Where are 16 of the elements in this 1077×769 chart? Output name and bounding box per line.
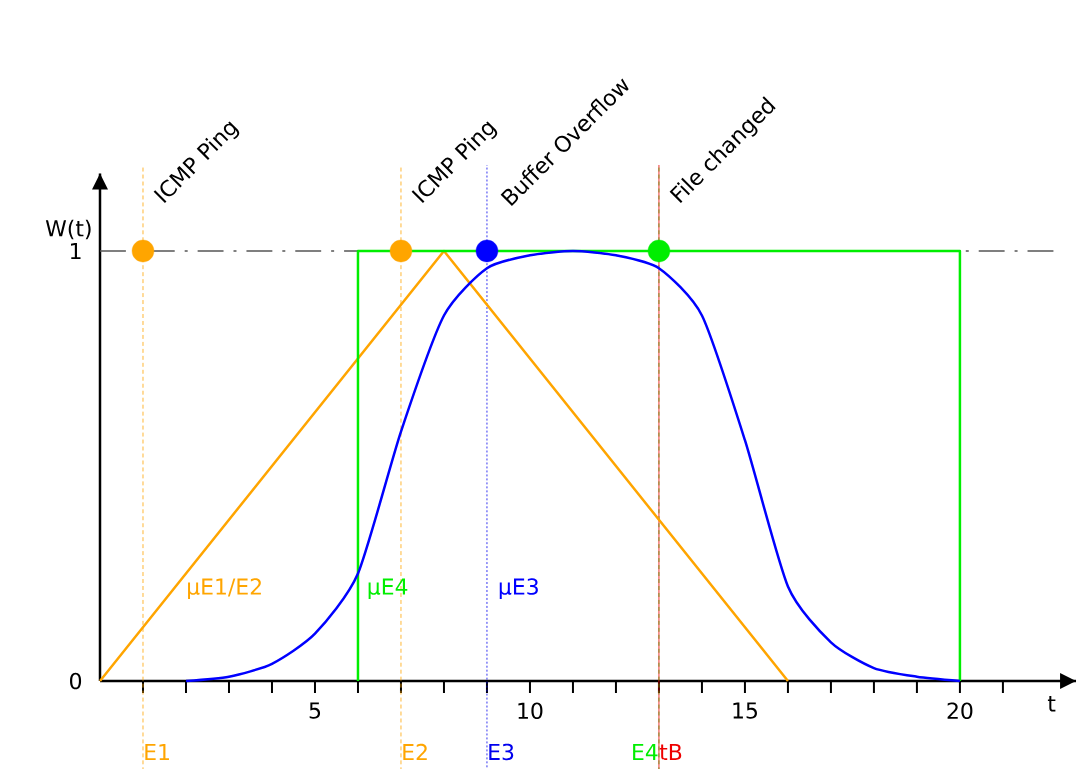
y-tick-label: 0 bbox=[70, 672, 82, 690]
y-tick-label: 1 bbox=[70, 243, 81, 259]
ref-line-label: E1 bbox=[145, 743, 169, 760]
series-label: μE4 bbox=[368, 578, 408, 600]
ref-line-label: E4 bbox=[633, 743, 658, 760]
text: μE3 bbox=[499, 578, 538, 600]
ref-line-label: E2 bbox=[403, 743, 427, 761]
ref-line-label: tB bbox=[659, 743, 682, 760]
x-tick-label: 20 bbox=[947, 702, 973, 720]
y-axis-title: W(t) bbox=[45, 219, 91, 240]
x-tick-label: 15 bbox=[733, 702, 757, 719]
ref-line-label: E3 bbox=[489, 743, 514, 761]
x-tick-label: 5 bbox=[309, 702, 321, 719]
x-axis-title: t bbox=[1047, 696, 1056, 712]
x-tick-label: 10 bbox=[518, 702, 543, 720]
series-label: μE1/E2 bbox=[188, 578, 261, 600]
